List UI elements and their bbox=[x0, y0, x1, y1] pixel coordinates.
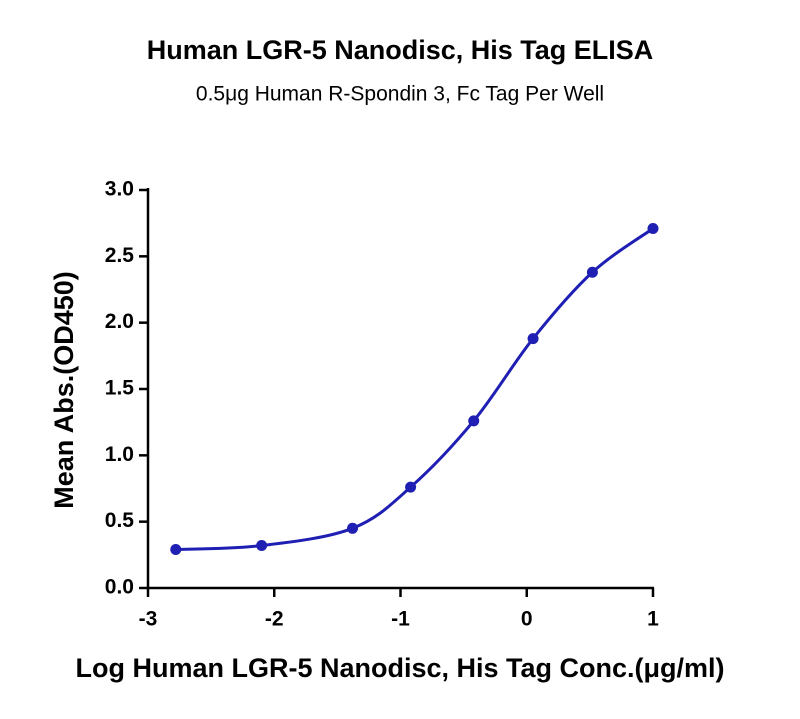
data-point bbox=[527, 333, 539, 345]
data-point bbox=[468, 415, 480, 427]
x-tick-label: -3 bbox=[139, 608, 158, 631]
data-point bbox=[256, 540, 268, 552]
y-tick-label: 3.0 bbox=[105, 178, 134, 201]
data-point bbox=[586, 266, 598, 278]
y-tick-label: 0.5 bbox=[105, 509, 135, 532]
data-point bbox=[170, 544, 182, 556]
y-axis-label: Mean Abs.(OD450) bbox=[49, 271, 79, 509]
y-tick-label: 2.5 bbox=[105, 244, 135, 267]
chart-title: Human LGR-5 Nanodisc, His Tag ELISA bbox=[147, 35, 654, 65]
x-tick-label: 1 bbox=[647, 608, 659, 631]
y-tick-label: 1.5 bbox=[105, 377, 135, 400]
x-tick-label: -1 bbox=[391, 608, 410, 631]
chart-subtitle: 0.5μg Human R-Spondin 3, Fc Tag Per Well bbox=[196, 83, 604, 106]
y-tick-label: 2.0 bbox=[105, 310, 134, 333]
y-tick-label: 0.0 bbox=[105, 576, 134, 599]
x-axis-label: Log Human LGR-5 Nanodisc, His Tag Conc.(… bbox=[75, 653, 724, 683]
fit-curve bbox=[175, 227, 654, 552]
data-point bbox=[405, 481, 417, 493]
data-point bbox=[347, 522, 359, 534]
x-tick-label: -2 bbox=[265, 608, 284, 631]
y-tick-label: 1.0 bbox=[105, 443, 134, 466]
x-tick-label: 0 bbox=[521, 608, 533, 631]
data-point bbox=[647, 222, 659, 234]
